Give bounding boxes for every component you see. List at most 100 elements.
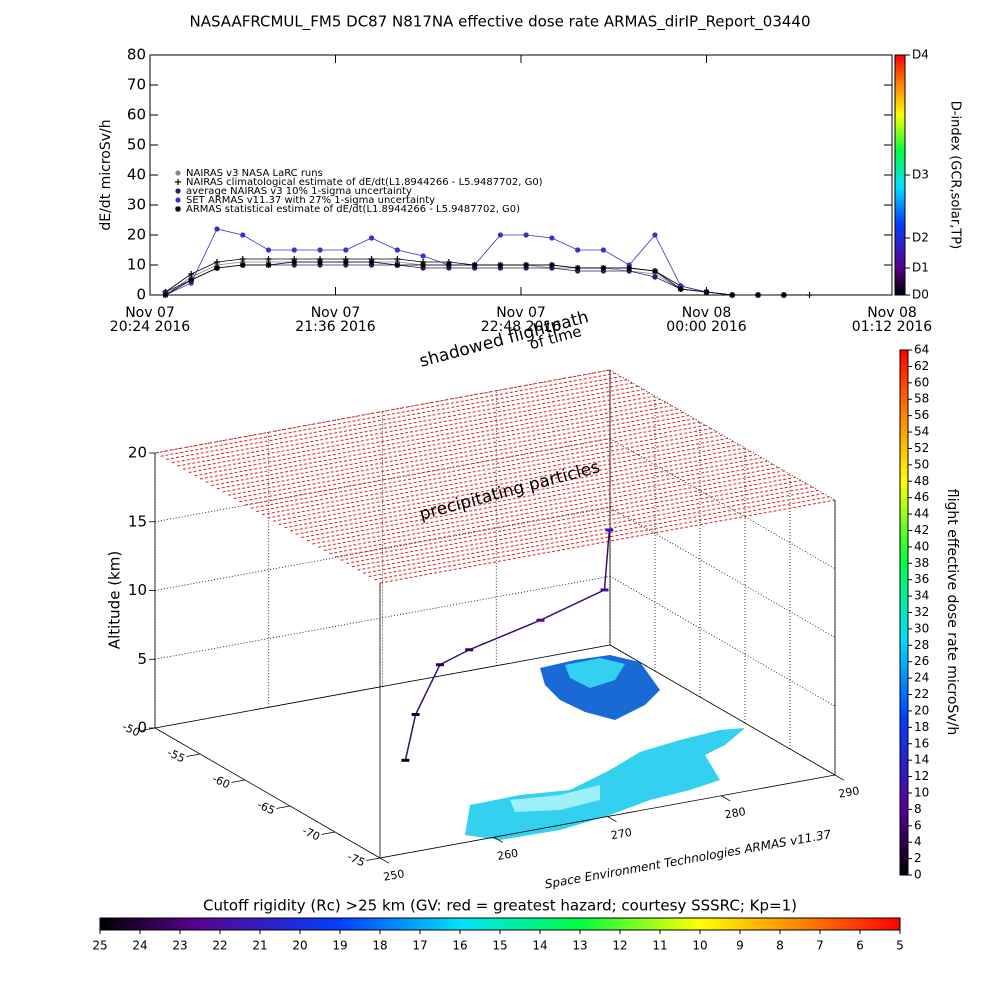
colorbar-tick-label: D1 xyxy=(912,261,929,275)
particle-layer xyxy=(289,447,746,532)
colorbar-tick-label: 62 xyxy=(914,359,929,373)
z-axis-label: Altitude (km) xyxy=(106,551,124,649)
x-tick-label: Nov 08 xyxy=(682,305,732,321)
colorbar-tick-label: 48 xyxy=(914,474,929,488)
legend-marker xyxy=(175,197,181,203)
particle-layer xyxy=(363,489,819,574)
region xyxy=(510,785,600,812)
colorbar-tick-label: 21 xyxy=(252,939,267,953)
colorbar-tick-label: 58 xyxy=(914,392,929,406)
x-tick xyxy=(834,774,845,781)
particle-layer xyxy=(329,470,785,555)
particle-layer xyxy=(346,480,802,564)
colorbar-tick-label: D4 xyxy=(912,48,929,62)
particle-layer xyxy=(379,499,836,584)
colorbar-tick-label: 13 xyxy=(572,939,587,953)
colorbar-tick-label: D3 xyxy=(912,168,929,182)
particle-layer xyxy=(160,372,616,457)
colorbar-tick-label: 26 xyxy=(914,654,929,668)
colorbar-tick-label: 16 xyxy=(452,939,467,953)
colorbar-tick-label: 24 xyxy=(132,939,147,953)
legend-marker xyxy=(175,188,181,194)
particle-layer xyxy=(351,483,807,568)
y-tick xyxy=(141,727,156,731)
x-tick-label: Nov 08 xyxy=(867,305,917,321)
track-point xyxy=(401,758,410,762)
particle-layer xyxy=(183,385,639,470)
x-tick-label: 00:00 2016 xyxy=(666,319,747,335)
colorbar-tick-label: 32 xyxy=(914,605,929,619)
particle-layer xyxy=(211,402,667,486)
y-tick xyxy=(366,857,381,861)
colorbar xyxy=(99,917,901,931)
colorbar-tick-label: 25 xyxy=(92,939,107,953)
particle-layer xyxy=(177,382,633,467)
x-tick-label: Nov 07 xyxy=(125,305,175,321)
particle-layer xyxy=(306,457,762,542)
colorbar-tick-label: 30 xyxy=(914,621,929,635)
y-tick-label: 50 xyxy=(127,136,146,154)
y-tick xyxy=(321,831,336,835)
colorbar-tick-label: 16 xyxy=(914,736,929,750)
z-tick-label: 5 xyxy=(137,650,147,668)
colorbar-tick-label: 19 xyxy=(332,939,347,953)
colorbar-tick-label: 15 xyxy=(492,939,507,953)
series-line xyxy=(165,261,784,296)
particle-layer xyxy=(368,493,824,577)
track-point xyxy=(605,528,614,532)
x-tick-label: Nov 07 xyxy=(311,305,361,321)
axis-line xyxy=(154,727,381,859)
y-tick-label: 0 xyxy=(136,286,146,304)
data-point xyxy=(780,292,787,298)
grid-line xyxy=(154,438,611,523)
legend-marker xyxy=(175,170,181,176)
particle-layer xyxy=(261,431,717,516)
colorbar-tick-label: 10 xyxy=(692,939,707,953)
colorbar-tick-label: 6 xyxy=(856,939,864,953)
track-point xyxy=(411,713,420,716)
grid-line xyxy=(609,575,836,707)
rigidity-regions xyxy=(465,655,745,840)
colorbar-tick-label: 0 xyxy=(914,868,922,882)
colorbar-tick-label: 18 xyxy=(372,939,387,953)
particle-layer xyxy=(278,441,734,525)
particle-layer xyxy=(340,476,796,561)
colorbar-tick-label: 9 xyxy=(736,939,744,953)
x-tick-label: 250 xyxy=(382,867,405,883)
colorbar-tick-label: 28 xyxy=(914,638,929,652)
legend-label: ARMAS statistical estimate of dE/dt(L1.8… xyxy=(186,204,520,215)
colorbar-tick-label: 64 xyxy=(914,343,929,357)
colorbar-tick-label: 50 xyxy=(914,457,929,471)
particle-layer xyxy=(239,418,695,503)
legend-label: NAIRAS v3 NASA LaRC runs xyxy=(186,168,323,179)
track-point xyxy=(435,663,444,667)
colorbar-tick-label: 14 xyxy=(914,753,929,767)
colorbar-tick-label: 60 xyxy=(914,375,929,389)
colorbar-tick-label: D2 xyxy=(912,231,929,245)
colorbar-tick-label: 4 xyxy=(914,835,922,849)
colorbar-tick-label: 20 xyxy=(292,939,307,953)
colorbar-tick-label: 17 xyxy=(412,939,427,953)
colorbar-tick-label: 44 xyxy=(914,507,929,521)
colorbar-label: Cutoff rigidity (Rc) >25 km (GV: red = g… xyxy=(203,897,797,915)
particle-layer xyxy=(267,434,723,519)
particle-layer xyxy=(244,421,701,506)
colorbar-tick-label: 34 xyxy=(914,589,929,603)
y-tick-label: 40 xyxy=(127,166,146,184)
x-tick-label: 290 xyxy=(837,784,860,800)
colorbar-tick-label: 46 xyxy=(914,490,929,504)
colorbar-tick-label: 54 xyxy=(914,425,929,439)
region xyxy=(465,728,745,840)
grid-line xyxy=(154,575,611,660)
colorbar-tick-label: 18 xyxy=(914,720,929,734)
colorbar-tick-label: 56 xyxy=(914,408,929,422)
track-point xyxy=(600,588,609,592)
particle-layer xyxy=(154,369,611,454)
particle-layer xyxy=(318,463,774,548)
colorbar-tick-label: 42 xyxy=(914,523,929,537)
colorbar-tick-label: 23 xyxy=(172,939,187,953)
colorbar-tick-label: 12 xyxy=(914,769,929,783)
legend-label: NAIRAS climatological estimate of dE/dt(… xyxy=(186,177,543,188)
colorbar-tick-label: 12 xyxy=(612,939,627,953)
colorbar-tick-label: 38 xyxy=(914,556,929,570)
